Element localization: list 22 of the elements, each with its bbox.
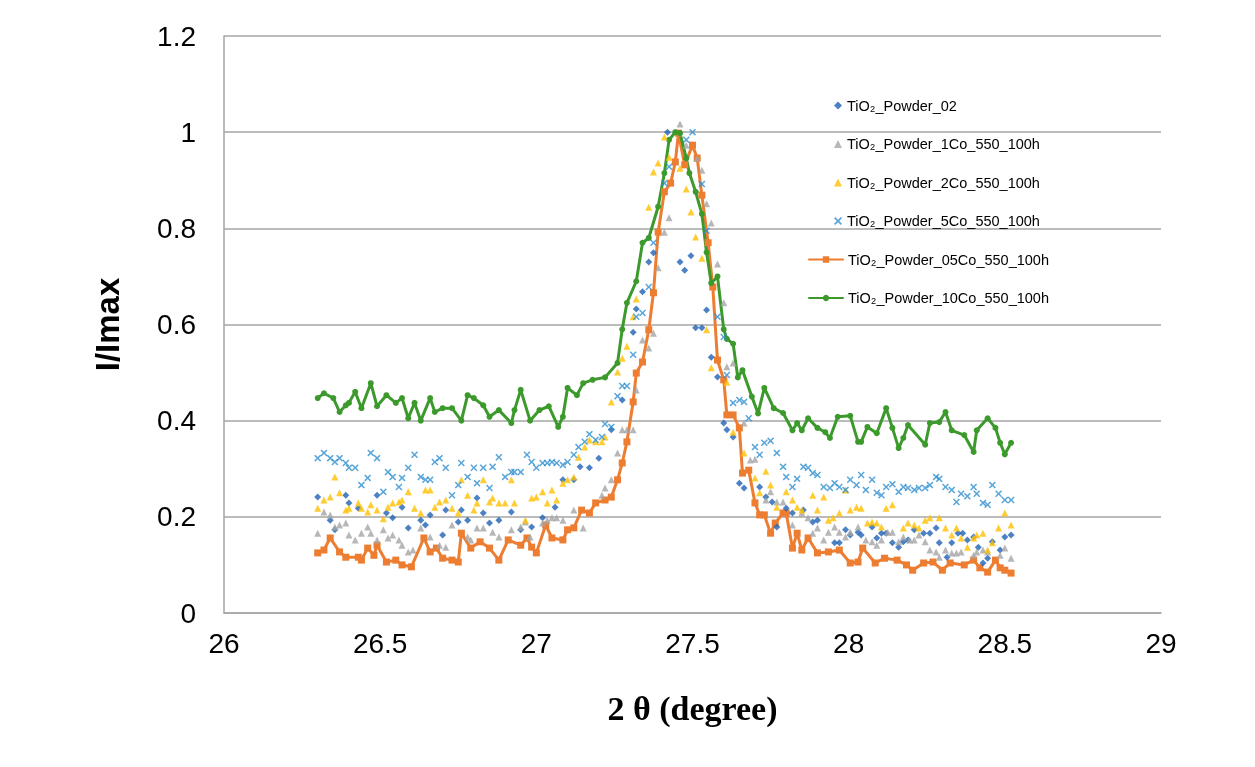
x-tick-label: 28: [833, 627, 865, 659]
legend-label: TiO₂_Powder_10Co_550_100h: [848, 290, 1049, 306]
x-tick-label: 26.5: [352, 627, 408, 659]
x-tick-label: 29: [1145, 627, 1177, 659]
x-tick-label: 28.5: [977, 627, 1033, 659]
y-tick-label: 0.8: [157, 212, 196, 244]
y-tick-label: 0.4: [157, 405, 196, 437]
x-tick-label: 27.5: [665, 627, 720, 659]
legend-label: TiO₂_Powder_5Co_550_100h: [847, 213, 1040, 229]
legend-label: TiO₂_Powder_05Co_550_100h: [848, 251, 1049, 268]
legend-label: TiO₂_Powder_02: [847, 97, 957, 114]
legend-label: TiO₂_Powder_1Co_550_100h: [847, 136, 1040, 152]
y-tick-label: 0.6: [157, 309, 196, 340]
y-tick-label: 1: [180, 116, 196, 148]
legend-label: TiO₂_Powder_2Co_550_100h: [847, 174, 1040, 191]
x-tick-label: 27: [520, 627, 552, 659]
y-tick-label: 0.2: [157, 501, 196, 533]
x-tick-label: 26: [208, 627, 240, 659]
y-tick-label: 1.2: [157, 20, 196, 52]
x-axis-title: 2 θ (degree): [607, 689, 778, 728]
y-tick-label: 0: [180, 597, 196, 629]
y-axis-title: I/Imax: [89, 277, 126, 372]
